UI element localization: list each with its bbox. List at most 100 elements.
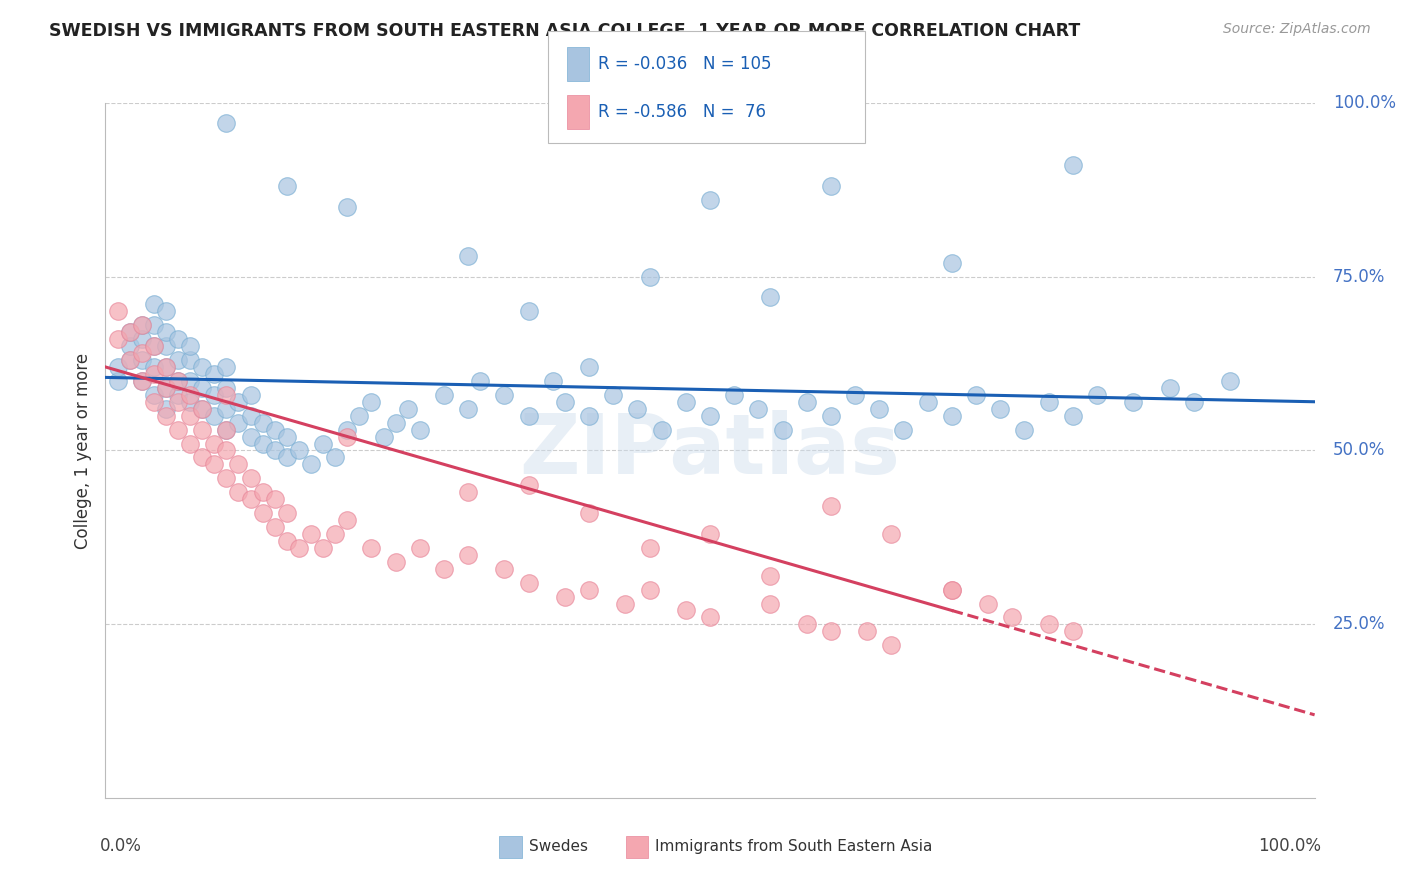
Point (384, 555, 406, 569)
Point (941, 255, 963, 269)
Point (107, 359, 129, 374)
Point (299, 458, 322, 472)
Point (626, 401, 648, 416)
Text: 25.0%: 25.0% (1333, 615, 1385, 633)
Point (191, 423, 214, 437)
Point (131, 353, 153, 368)
Point (142, 394, 165, 409)
Point (675, 603, 697, 617)
Point (179, 339, 201, 353)
Point (457, 485, 479, 500)
Point (409, 541, 432, 555)
Point (131, 318, 153, 333)
Point (276, 506, 298, 520)
Point (263, 443, 285, 458)
Point (215, 116, 238, 130)
Point (917, 394, 939, 409)
Point (759, 597, 782, 611)
Point (215, 443, 238, 458)
Point (1038, 617, 1060, 632)
Point (409, 423, 432, 437)
Point (142, 339, 165, 353)
Point (142, 339, 165, 353)
Point (578, 582, 600, 597)
Point (215, 388, 238, 402)
Text: SWEDISH VS IMMIGRANTS FROM SOUTH EASTERN ASIA COLLEGE, 1 YEAR OR MORE CORRELATIO: SWEDISH VS IMMIGRANTS FROM SOUTH EASTERN… (49, 22, 1080, 40)
Point (167, 388, 190, 402)
Point (239, 429, 262, 443)
Point (228, 416, 250, 430)
Point (142, 318, 165, 333)
Point (880, 527, 903, 541)
Point (215, 423, 238, 437)
Point (215, 471, 238, 485)
Point (155, 359, 177, 374)
Point (360, 394, 382, 409)
Point (239, 388, 262, 402)
Point (554, 590, 576, 604)
Point (796, 394, 818, 409)
Point (759, 290, 782, 304)
Point (820, 499, 842, 513)
Point (1062, 158, 1084, 172)
Point (988, 401, 1011, 416)
Point (965, 388, 987, 402)
Point (759, 568, 782, 582)
Point (191, 401, 214, 416)
Point (131, 346, 153, 360)
Point (433, 562, 456, 576)
Point (941, 582, 963, 597)
Point (167, 374, 190, 388)
Point (179, 388, 201, 402)
Point (578, 359, 600, 374)
Point (167, 332, 190, 346)
Point (202, 458, 225, 472)
Point (820, 624, 842, 639)
Point (941, 409, 963, 423)
Point (202, 436, 225, 450)
Point (142, 359, 165, 374)
Point (179, 374, 201, 388)
Point (155, 339, 177, 353)
Point (820, 409, 842, 423)
Point (360, 541, 382, 555)
Point (554, 394, 576, 409)
Point (131, 332, 153, 346)
Text: 100.0%: 100.0% (1257, 837, 1320, 855)
Point (276, 450, 298, 465)
Point (252, 485, 274, 500)
Point (844, 388, 866, 402)
Point (747, 401, 769, 416)
Point (1122, 394, 1144, 409)
Point (107, 304, 129, 318)
Point (699, 527, 721, 541)
Point (263, 492, 285, 507)
Point (433, 388, 456, 402)
Point (107, 374, 129, 388)
Text: R = -0.036   N = 105: R = -0.036 N = 105 (598, 55, 770, 73)
Point (202, 388, 225, 402)
Point (1219, 374, 1241, 388)
Point (820, 179, 842, 194)
Point (772, 423, 794, 437)
Point (155, 409, 177, 423)
Point (517, 409, 540, 423)
Point (118, 353, 141, 368)
Point (457, 249, 479, 263)
Point (191, 450, 214, 465)
Point (131, 374, 153, 388)
Point (384, 416, 406, 430)
Point (1159, 381, 1181, 395)
Point (288, 443, 311, 458)
Point (239, 471, 262, 485)
Point (1182, 394, 1205, 409)
Point (131, 318, 153, 333)
Text: Source: ZipAtlas.com: Source: ZipAtlas.com (1223, 22, 1371, 37)
Y-axis label: College, 1 year or more: College, 1 year or more (73, 352, 91, 549)
Point (179, 353, 201, 368)
Point (142, 388, 165, 402)
Point (228, 394, 250, 409)
Point (517, 575, 540, 590)
Point (155, 381, 177, 395)
Point (167, 374, 190, 388)
